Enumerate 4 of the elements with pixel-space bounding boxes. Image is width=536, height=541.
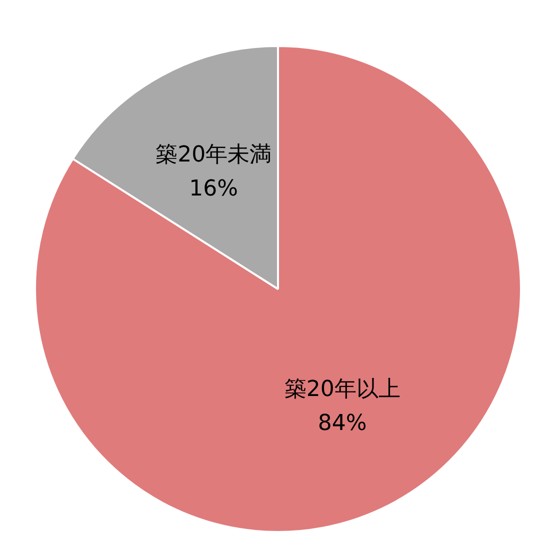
data-label: 16% bbox=[189, 176, 238, 202]
data-label: 84% bbox=[318, 410, 367, 436]
slice-label: 築20年未満 bbox=[156, 142, 272, 168]
slice-label: 築20年以上 bbox=[284, 376, 400, 402]
